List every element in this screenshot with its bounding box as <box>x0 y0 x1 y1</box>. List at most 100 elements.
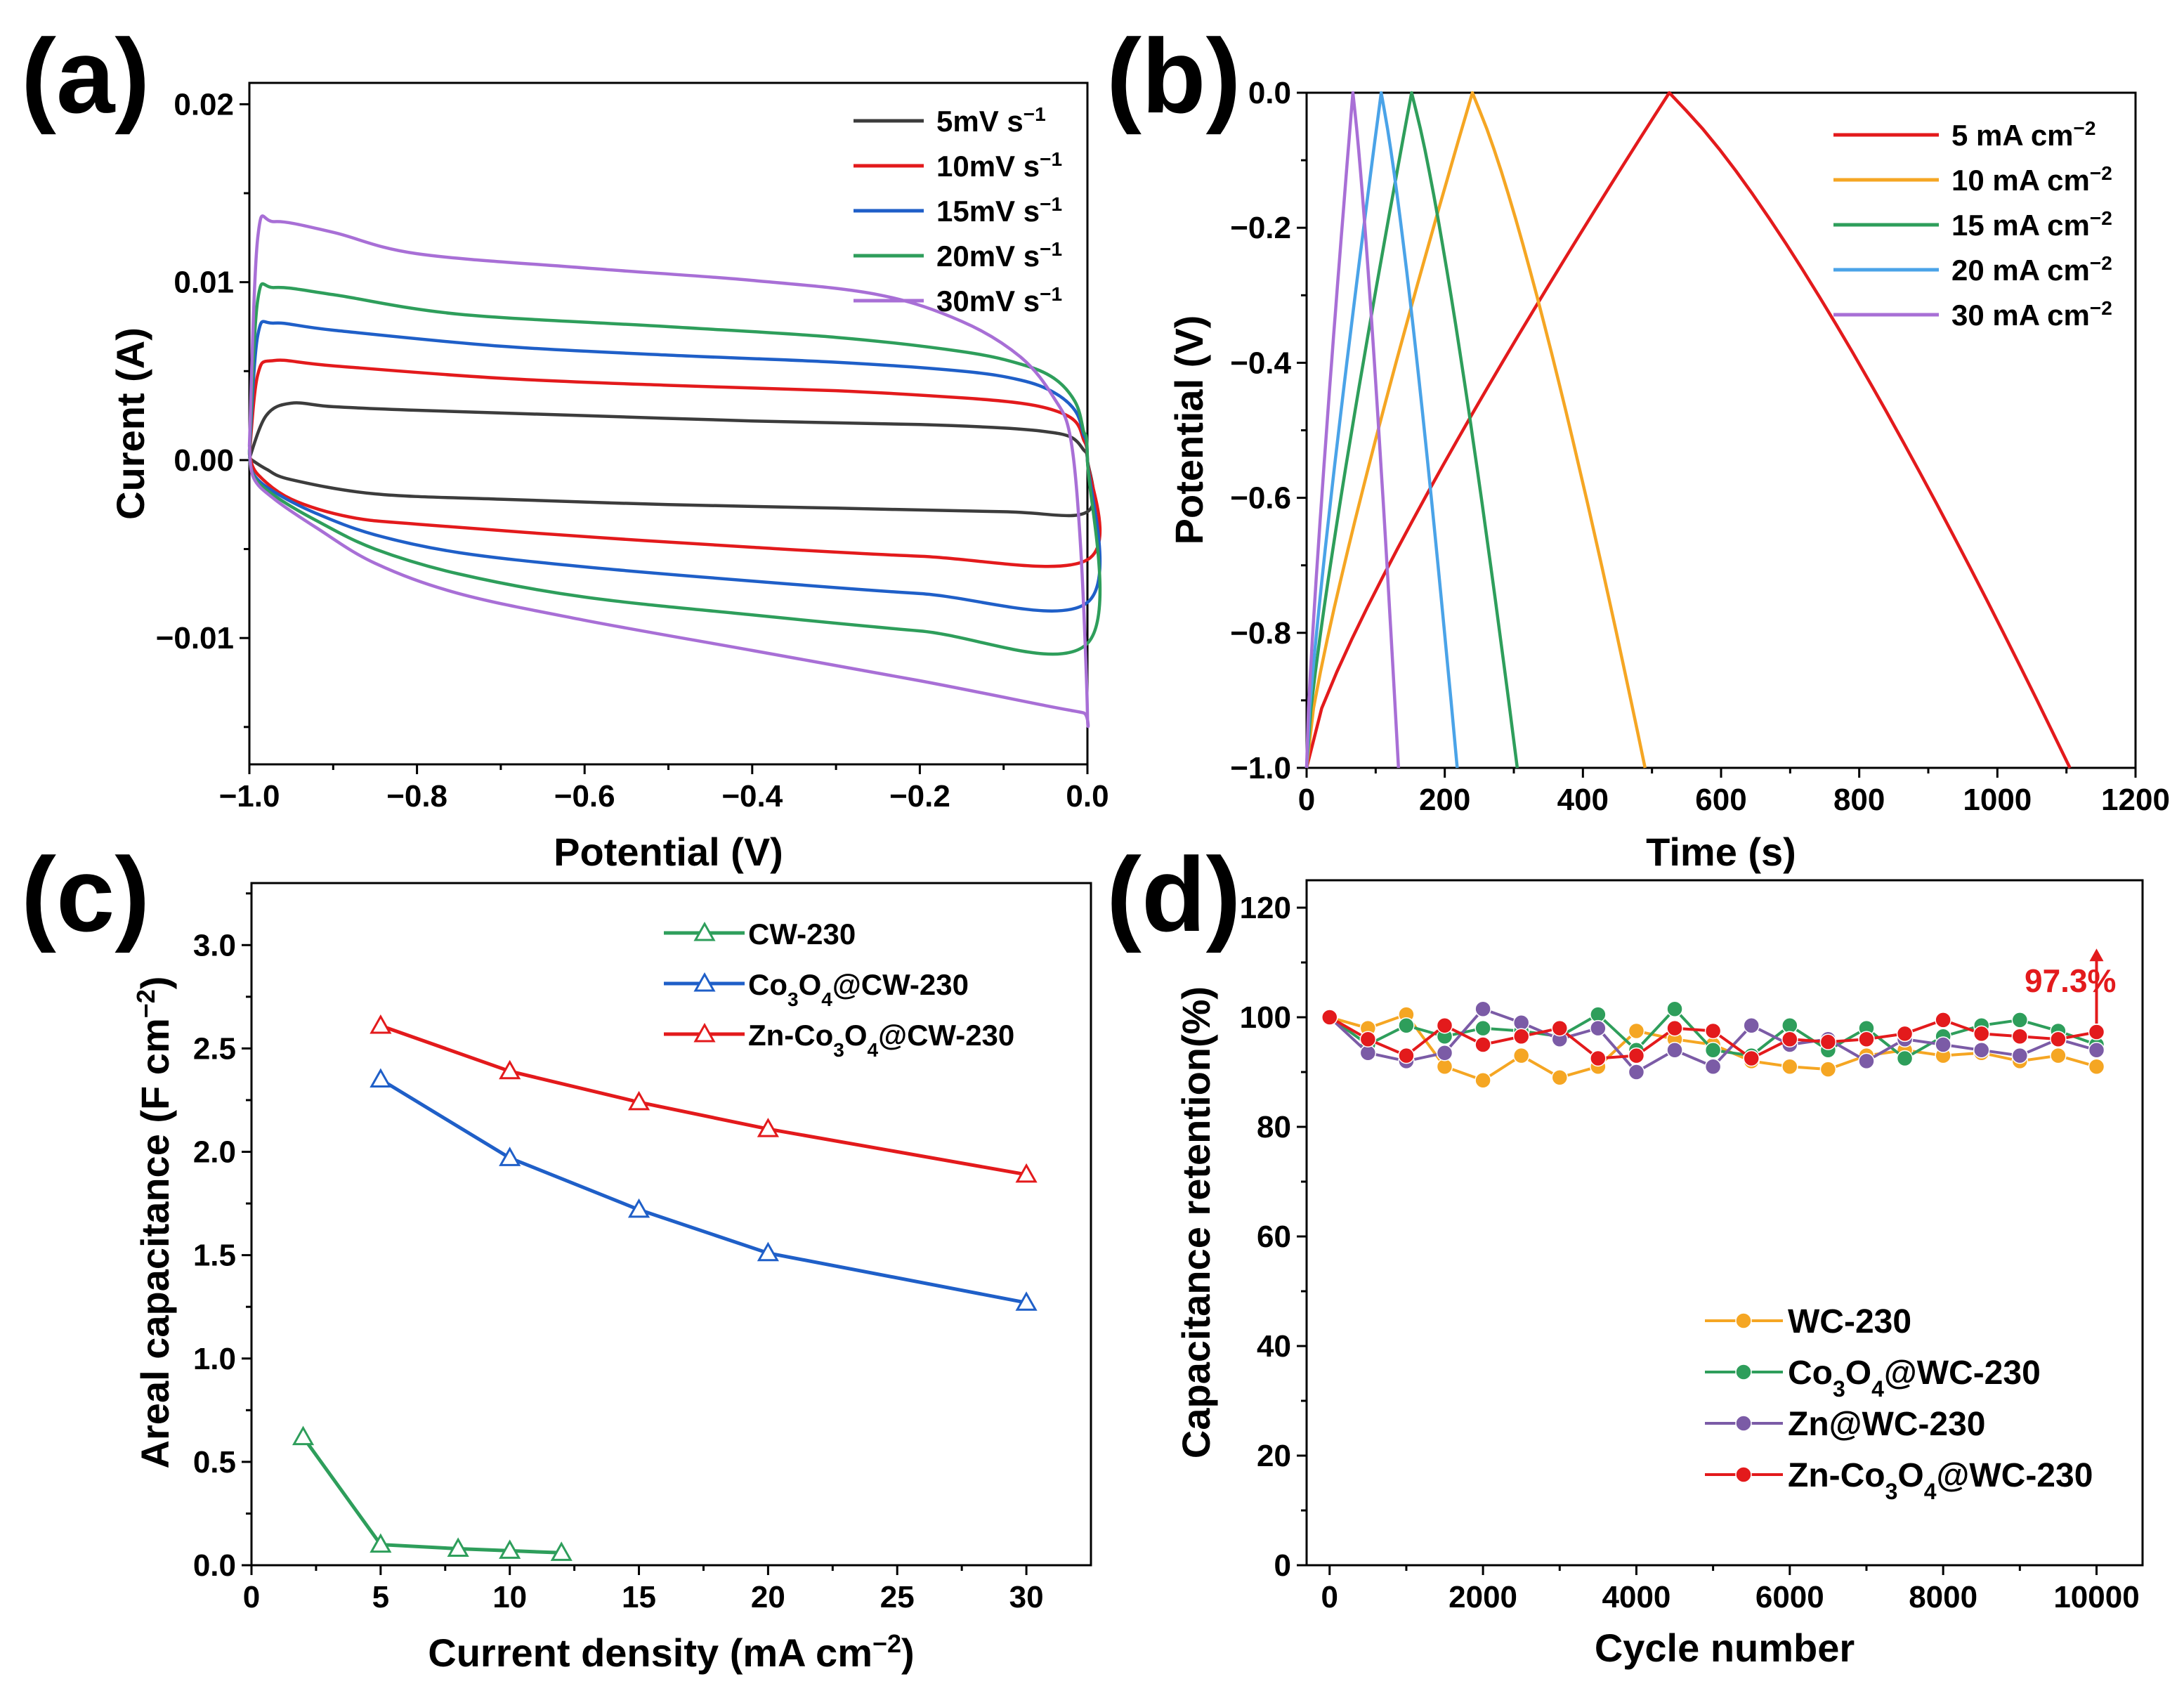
legend-triangle-marker <box>693 921 716 941</box>
x-tick-label: 20 <box>751 1580 785 1614</box>
triangle-marker <box>550 1541 573 1561</box>
legend-circle-marker <box>1735 1364 1752 1380</box>
y-tick-label: 0.0 <box>1248 76 1291 110</box>
circle-marker <box>1858 1052 1875 1070</box>
legend-b: 5 mA cm−2 10 mA cm−2 15 mA cm−2 20 mA cm−2 3… <box>1833 117 2112 332</box>
y-tick-label: 100 <box>1240 1000 1291 1035</box>
x-tick-label: 0.0 <box>1066 779 1109 814</box>
x-axis-label: Cycle number <box>1595 1626 1855 1670</box>
circle-marker <box>1551 1069 1569 1086</box>
plot-frame <box>250 882 1092 1567</box>
legend-label: 10 mA cm−2 <box>1951 162 2112 197</box>
legend-label: 5mV s−1 <box>936 103 1046 138</box>
legend-label: 15 mA cm−2 <box>1951 207 2112 242</box>
plot-frame <box>1305 879 2144 1567</box>
panel-d: 0 2000 4000 6000 8000 10000 0 20 40 60 80 100 120 <box>1240 879 2144 1614</box>
gcd-curve <box>1304 91 2072 769</box>
legend-d: WC-230 Co3O4@WC-230 Zn@WC-230 Zn-Co3O4@WC-2… <box>1705 1303 2093 1504</box>
x-tick-label: 10 <box>492 1580 527 1614</box>
y-tick-label: 120 <box>1240 891 1291 925</box>
triangle-marker <box>1015 1291 1038 1311</box>
circle-marker <box>2088 1042 2105 1059</box>
circle-marker <box>1512 1014 1530 1031</box>
circle-marker <box>1743 1017 1760 1034</box>
x-axis-label: Potential (V) <box>554 830 783 874</box>
x-tick-label: 400 <box>1557 783 1609 817</box>
circle-marker <box>1512 1028 1530 1045</box>
circle-marker <box>1781 1031 1798 1047</box>
circle-marker <box>2011 1012 2029 1028</box>
cv-curve <box>247 320 1102 613</box>
legend-label: 30 mA cm−2 <box>1951 297 2112 332</box>
triangle-marker <box>627 1198 650 1218</box>
circle-marker <box>1628 1047 1645 1064</box>
triangle-marker <box>1015 1163 1038 1183</box>
panel-a: −1.0 −0.8 −0.6 −0.4 −0.2 0.0 0.02 0.01 0.00 −0.01 <box>156 81 1109 814</box>
x-tick-label: 200 <box>1419 783 1470 817</box>
y-tick-label: 0.00 <box>174 443 234 478</box>
circle-marker <box>1436 1017 1453 1034</box>
y-tick-label: 2.0 <box>193 1135 236 1170</box>
y-axis-label: Potential (V) <box>1167 315 1211 545</box>
y-tick-label: −0.2 <box>1230 211 1291 245</box>
legend-label: 5 mA cm−2 <box>1951 117 2095 152</box>
y-tick-label: −0.4 <box>1230 346 1291 380</box>
x-tick-label: 25 <box>880 1580 915 1614</box>
circle-marker <box>2011 1028 2029 1045</box>
legend-label: WC-230 <box>1788 1303 1911 1340</box>
y-tick-label: 0 <box>1274 1548 1291 1583</box>
panel-b: 0 200 400 600 800 1000 1200 0.0 −0.2 −0.4 −0.6 −0.8… <box>1230 76 2170 817</box>
panel-label-b: (b) <box>1106 17 1241 135</box>
triangle-marker <box>499 1059 521 1080</box>
legend-label: Zn-Co3O4@WC-230 <box>1788 1457 2093 1504</box>
legend-a: 5mV s−1 10mV s−1 15mV s−1 20mV s−1 30mV s−1 <box>854 103 1062 318</box>
cv-curve <box>247 282 1102 656</box>
plot-frame <box>248 81 1089 766</box>
circle-marker <box>1781 1017 1798 1034</box>
y-tick-label: 2.5 <box>193 1031 236 1066</box>
x-tick-label: 0 <box>243 1580 260 1614</box>
circle-marker <box>1935 1036 1951 1053</box>
circle-marker <box>1590 1050 1607 1067</box>
annotation-text: 97.3% <box>2025 962 2116 999</box>
circle-marker <box>1704 1042 1722 1059</box>
legend-label: Co3O4@WC-230 <box>1788 1354 2041 1402</box>
x-tick-label: 30 <box>1009 1580 1044 1614</box>
legend-label: CW-230 <box>748 917 856 951</box>
capacitance-line <box>379 1078 1027 1305</box>
panel-label-c: (c) <box>21 835 150 953</box>
circle-marker <box>2050 1047 2067 1064</box>
x-tick-label: 5 <box>372 1580 389 1614</box>
triangle-marker <box>447 1537 469 1557</box>
circle-marker <box>2050 1031 2067 1047</box>
x-tick-label: 6000 <box>1755 1580 1824 1614</box>
triangle-marker <box>370 1068 392 1088</box>
circle-marker <box>1666 1042 1683 1059</box>
circle-marker <box>1819 1061 1837 1078</box>
y-axis-label: Curent (A) <box>108 327 152 520</box>
x-tick-label: 10000 <box>2053 1580 2139 1614</box>
y-tick-label: 0.02 <box>174 87 234 122</box>
x-tick-label: 4000 <box>1602 1580 1671 1614</box>
circle-marker <box>1474 1036 1491 1053</box>
legend-circle-marker <box>1735 1415 1752 1432</box>
circle-marker <box>1704 1058 1722 1075</box>
y-tick-label: 60 <box>1257 1220 1291 1254</box>
circle-marker <box>1474 1000 1491 1018</box>
circle-marker <box>1628 1022 1645 1040</box>
triangle-marker <box>757 1241 779 1262</box>
x-axis-label: Current density (mA cm−2) <box>428 1629 914 1676</box>
circle-marker <box>1896 1025 1914 1043</box>
y-tick-label: 1.5 <box>193 1239 236 1273</box>
circle-marker <box>1551 1019 1569 1037</box>
legend-label: 15mV s−1 <box>936 193 1062 228</box>
y-tick-label: 20 <box>1257 1439 1291 1473</box>
legend-label: 20mV s−1 <box>936 238 1062 273</box>
circle-marker <box>1628 1064 1645 1080</box>
panel-label-a: (a) <box>21 17 150 135</box>
circle-marker <box>1590 1006 1607 1023</box>
legend-label: 20 mA cm−2 <box>1951 252 2112 287</box>
y-tick-label: −1.0 <box>1230 751 1291 785</box>
x-tick-label: 15 <box>622 1580 656 1614</box>
